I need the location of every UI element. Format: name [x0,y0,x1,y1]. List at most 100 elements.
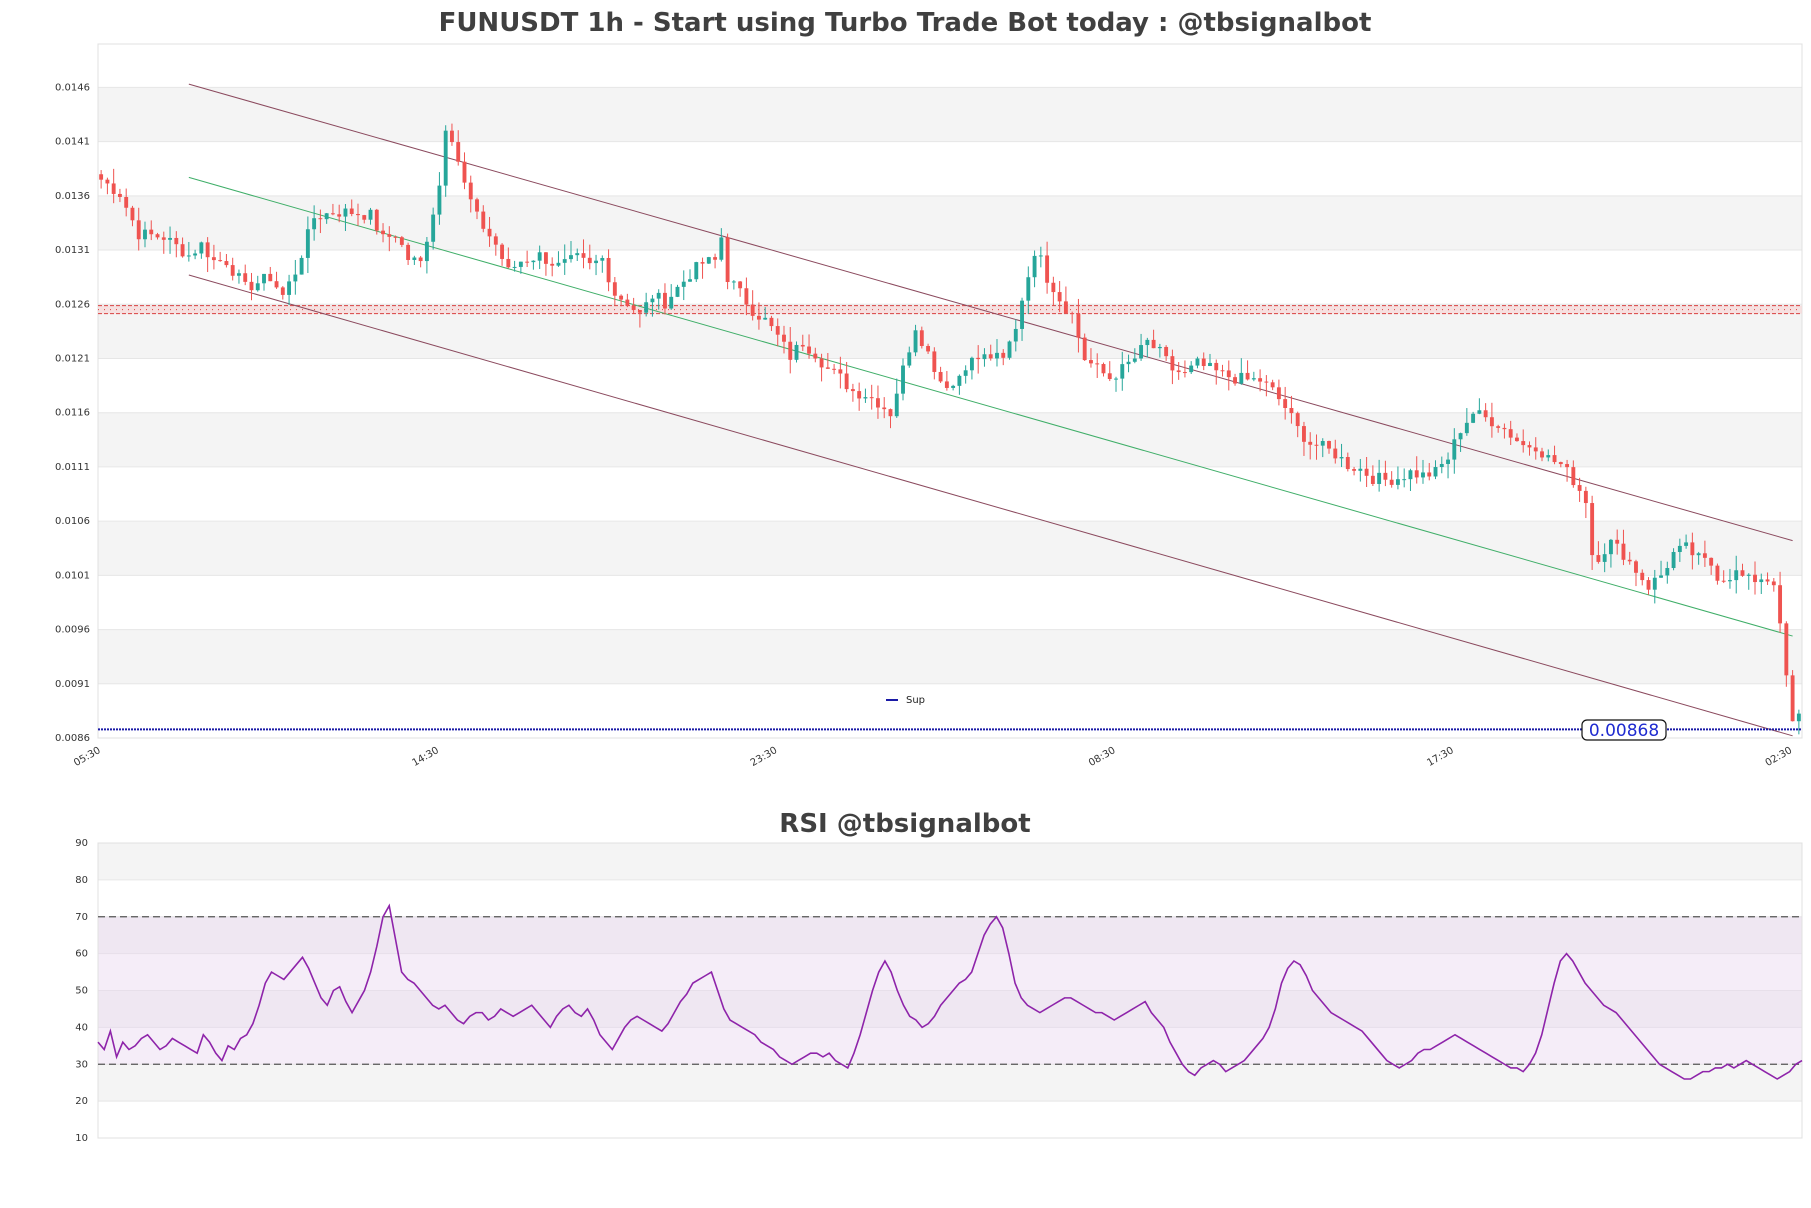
candle-body [287,281,292,295]
candle-body [562,259,567,263]
candle [982,348,987,367]
candle [299,255,304,275]
candle [926,343,931,354]
candle-body [1489,417,1494,427]
candle [656,289,661,310]
candle [1151,329,1156,349]
candle [756,302,761,330]
candle [725,233,730,290]
candle-body [1527,445,1532,448]
candle [1258,369,1263,392]
candle-body [1295,413,1300,427]
candle [625,293,630,308]
candle [1364,456,1369,488]
candle-body [1226,370,1231,378]
candle-body [1038,255,1043,257]
candle [500,243,505,266]
candle [393,235,398,243]
candle-body [1684,542,1689,546]
candle-body [330,213,335,215]
candle-body [487,228,492,237]
candle [575,248,580,262]
candle-body [1446,459,1450,464]
candle [1176,361,1181,380]
candle-body [1276,387,1281,400]
price-x-tick-label: 17:30 [1425,745,1455,769]
candle-body [969,357,974,371]
candle [1734,555,1739,594]
candle [1558,461,1563,468]
candle [1007,340,1012,360]
candle-body [1402,479,1407,481]
candle-body [500,244,505,259]
price-band [98,195,1802,251]
candle [1540,447,1544,462]
candle-body [1677,545,1682,552]
rsi-y-tick-label: 60 [75,949,88,960]
candle [850,383,855,402]
candle [1565,459,1570,482]
candle [1427,463,1432,481]
rsi-chart-title: RSI @tbsignalbot [779,809,1030,839]
candle [1345,452,1350,472]
candle [1502,423,1507,439]
candle [243,264,248,286]
candle [531,260,536,270]
candle-body [813,353,818,359]
candle-body [1508,429,1513,438]
candle-body [268,273,273,282]
candle [368,207,373,225]
candle [161,231,166,254]
rsi-y-axis: 10 20 30 40 50 60 70 80 90 [75,838,88,1144]
candle-body [537,252,542,261]
candle [763,307,768,320]
candle-body [149,229,154,235]
candle-body [907,352,912,366]
candle-body [111,183,116,194]
candle-body [1339,457,1344,459]
candle-body [1233,377,1237,384]
candle [1496,424,1501,433]
candle-body [869,397,874,399]
candle [456,130,461,166]
candle-body [794,344,799,360]
candle [738,281,743,297]
candle-body [688,279,692,282]
candle [1164,345,1169,361]
candle-body [594,260,598,264]
rsi-y-tick-label: 10 [75,1133,88,1144]
candle [431,207,436,250]
candle [556,251,561,267]
candle-body [180,244,185,257]
candle-body [1477,410,1482,414]
candle [1051,276,1056,306]
candle [1063,286,1068,314]
candle [1684,534,1689,549]
candle-body [932,351,937,372]
candle [525,250,530,267]
candle [669,284,674,310]
candle [1583,486,1588,519]
candle [1264,375,1269,397]
candle [168,226,172,254]
candle-body [1634,561,1638,573]
candle [1132,348,1137,364]
candle [1182,360,1187,378]
candle-body [1383,472,1388,480]
candle-body [1590,503,1595,556]
candle [951,384,956,391]
candle-body [462,161,467,183]
candle-body [1170,356,1175,371]
candle [1759,573,1764,594]
candle [1276,379,1281,406]
candle-body [1408,470,1413,480]
candle-body [838,369,843,374]
candle [1608,538,1613,568]
candle [155,232,160,240]
candle-body [293,274,298,282]
candle-body [1427,472,1432,477]
candle-body [481,211,486,229]
candle [193,249,198,260]
rsi-line [97,903,1803,1080]
candle [1095,353,1100,378]
